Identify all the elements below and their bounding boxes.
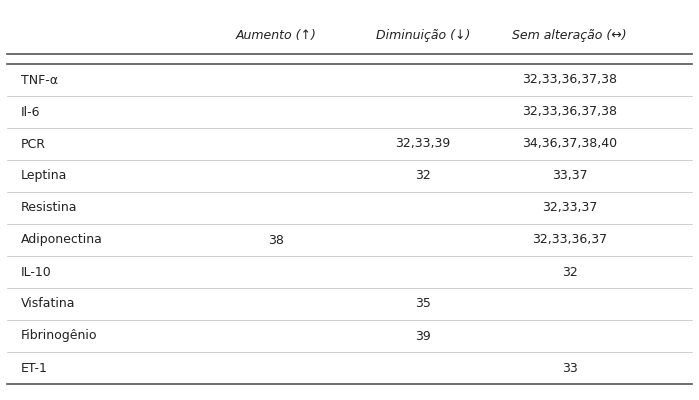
Text: Adiponectina: Adiponectina bbox=[21, 234, 103, 246]
Text: 34,36,37,38,40: 34,36,37,38,40 bbox=[522, 138, 617, 150]
Text: Fibrinogênio: Fibrinogênio bbox=[21, 330, 97, 342]
Text: TNF-α: TNF-α bbox=[21, 74, 58, 86]
Text: 32,33,39: 32,33,39 bbox=[395, 138, 451, 150]
Text: ET-1: ET-1 bbox=[21, 362, 48, 374]
Text: 38: 38 bbox=[268, 234, 284, 246]
Text: 39: 39 bbox=[415, 330, 431, 342]
Text: Visfatina: Visfatina bbox=[21, 298, 75, 310]
Text: Il-6: Il-6 bbox=[21, 106, 41, 118]
Text: 35: 35 bbox=[415, 298, 431, 310]
Text: 32,33,37: 32,33,37 bbox=[542, 202, 598, 214]
Text: 32,33,36,37: 32,33,36,37 bbox=[532, 234, 607, 246]
Text: 32: 32 bbox=[415, 170, 431, 182]
Text: Aumento (↑): Aumento (↑) bbox=[236, 30, 317, 42]
Text: 33: 33 bbox=[562, 362, 577, 374]
Text: 32,33,36,37,38: 32,33,36,37,38 bbox=[522, 106, 617, 118]
Text: Resistina: Resistina bbox=[21, 202, 78, 214]
Text: 32: 32 bbox=[562, 266, 577, 278]
Text: Diminuição (↓): Diminuição (↓) bbox=[375, 30, 470, 42]
Text: 32,33,36,37,38: 32,33,36,37,38 bbox=[522, 74, 617, 86]
Text: Sem alteração (↔): Sem alteração (↔) bbox=[512, 30, 627, 42]
Text: IL-10: IL-10 bbox=[21, 266, 52, 278]
Text: Leptina: Leptina bbox=[21, 170, 67, 182]
Text: PCR: PCR bbox=[21, 138, 46, 150]
Text: 33,37: 33,37 bbox=[552, 170, 587, 182]
